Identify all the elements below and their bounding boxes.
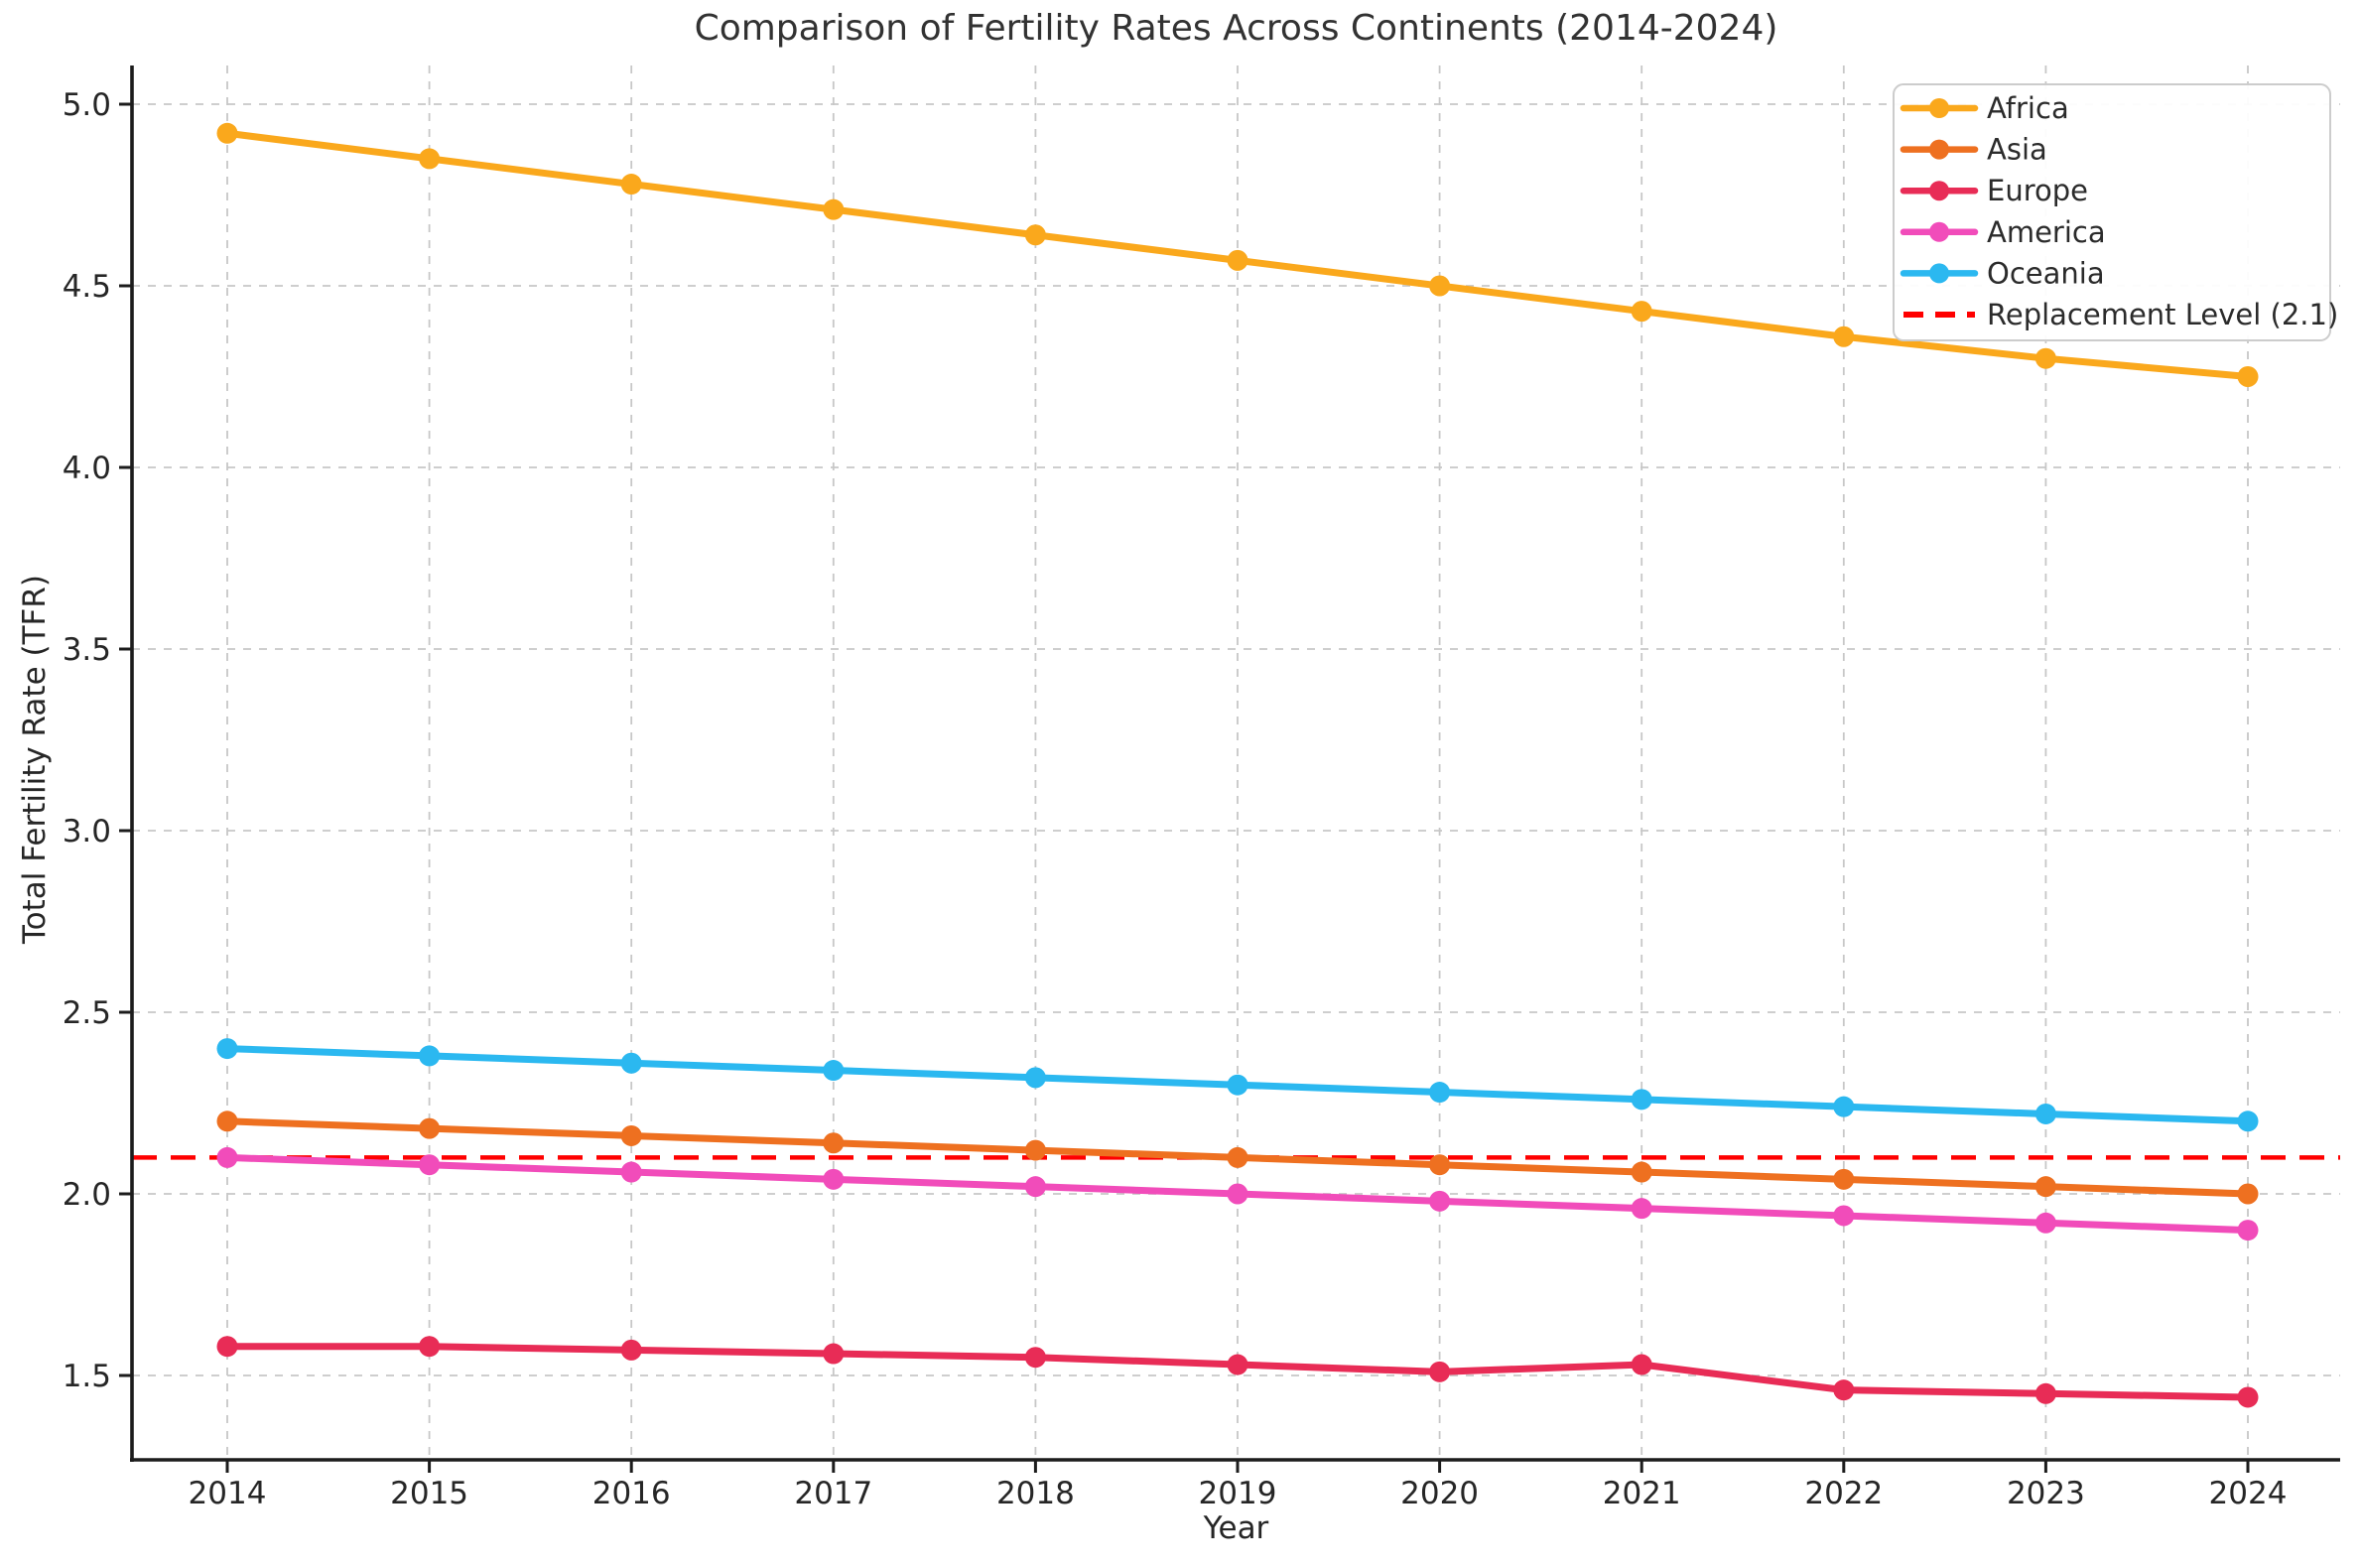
marker-europe: [620, 1339, 642, 1361]
y-tick-label: 2.0: [63, 1177, 111, 1213]
marker-europe: [1429, 1361, 1451, 1382]
marker-asia: [1833, 1168, 1855, 1190]
marker-oceania: [1227, 1074, 1248, 1096]
y-tick-label: 2.5: [63, 995, 111, 1031]
legend-marker-swatch: [1929, 221, 1949, 242]
y-tick-label: 5.0: [63, 87, 111, 123]
marker-oceania: [2237, 1111, 2259, 1132]
marker-africa: [2034, 347, 2056, 369]
legend-label: Africa: [1987, 91, 2069, 125]
marker-oceania: [216, 1038, 238, 1060]
legend-marker-swatch: [1929, 139, 1949, 160]
marker-america: [823, 1168, 845, 1190]
marker-oceania: [823, 1060, 845, 1082]
legend-label: Oceania: [1987, 256, 2105, 290]
marker-asia: [2034, 1176, 2056, 1198]
marker-africa: [216, 122, 238, 144]
x-tick-label: 2018: [996, 1476, 1075, 1511]
legend: Africa Asia Europe America Oceania Replacemen…: [1893, 83, 2338, 341]
legend-label: America: [1987, 215, 2106, 249]
x-tick-label: 2021: [1603, 1476, 1681, 1511]
x-axis-label: Year: [1203, 1510, 1269, 1546]
y-tick-label: 3.5: [63, 632, 111, 668]
marker-asia: [419, 1117, 441, 1139]
x-tick-label: 2015: [390, 1476, 468, 1511]
marker-africa: [1631, 301, 1652, 323]
legend-label: Asia: [1987, 133, 2047, 167]
legend-marker-swatch: [1929, 263, 1949, 284]
marker-asia: [2237, 1183, 2259, 1205]
marker-asia: [620, 1124, 642, 1146]
marker-europe: [1227, 1354, 1248, 1375]
marker-america: [2237, 1220, 2259, 1241]
legend-item-asia: Asia: [1900, 133, 2047, 167]
marker-oceania: [2034, 1103, 2056, 1124]
marker-oceania: [1024, 1067, 1046, 1089]
x-tick-label: 2020: [1400, 1476, 1479, 1511]
legend-box: [1893, 83, 2331, 341]
x-tick-label: 2023: [2007, 1476, 2085, 1511]
x-tick-label: 2022: [1804, 1476, 1883, 1511]
legend-item-africa: Africa: [1900, 91, 2069, 125]
marker-america: [1024, 1176, 1046, 1198]
marker-oceania: [1833, 1096, 1855, 1117]
marker-america: [2034, 1212, 2056, 1234]
x-tick-label: 2017: [794, 1476, 872, 1511]
marker-oceania: [1631, 1089, 1652, 1111]
marker-asia: [823, 1132, 845, 1154]
marker-africa: [2237, 366, 2259, 387]
marker-europe: [216, 1336, 238, 1358]
y-tick-label: 4.5: [63, 269, 111, 305]
legend-label: Europe: [1987, 174, 2088, 207]
marker-africa: [620, 174, 642, 196]
y-tick-label: 4.0: [63, 451, 111, 486]
x-tick-label: 2014: [189, 1476, 267, 1511]
marker-oceania: [1429, 1082, 1451, 1104]
x-tick-label: 2024: [2209, 1476, 2288, 1511]
marker-africa: [1833, 326, 1855, 347]
marker-europe: [419, 1336, 441, 1358]
chart-title: Comparison of Fertility Rates Across Con…: [694, 8, 1778, 49]
marker-america: [419, 1154, 441, 1176]
x-tick-label: 2016: [592, 1476, 671, 1511]
marker-america: [1631, 1198, 1652, 1220]
marker-europe: [1024, 1347, 1046, 1369]
marker-africa: [1024, 224, 1046, 246]
y-tick-label: 1.5: [63, 1359, 111, 1394]
marker-africa: [419, 148, 441, 170]
x-tick-label: 2019: [1199, 1476, 1277, 1511]
marker-asia: [216, 1111, 238, 1132]
marker-america: [216, 1146, 238, 1168]
legend-item-europe: Europe: [1900, 174, 2088, 207]
marker-america: [1429, 1190, 1451, 1212]
legend-item-america: America: [1900, 215, 2106, 249]
marker-asia: [1631, 1161, 1652, 1183]
marker-africa: [1429, 275, 1451, 297]
marker-america: [1227, 1183, 1248, 1205]
marker-europe: [2237, 1386, 2259, 1408]
marker-america: [620, 1161, 642, 1183]
marker-asia: [1429, 1154, 1451, 1176]
legend-label: Replacement Level (2.1): [1987, 298, 2338, 331]
marker-africa: [823, 198, 845, 220]
marker-oceania: [620, 1052, 642, 1074]
marker-oceania: [419, 1045, 441, 1067]
legend-marker-swatch: [1929, 98, 1949, 118]
marker-asia: [1227, 1146, 1248, 1168]
y-tick-label: 3.0: [63, 814, 111, 849]
legend-marker-swatch: [1929, 181, 1949, 201]
marker-europe: [1833, 1379, 1855, 1401]
marker-europe: [1631, 1354, 1652, 1375]
marker-europe: [823, 1343, 845, 1365]
marker-europe: [2034, 1382, 2056, 1404]
marker-asia: [1024, 1139, 1046, 1161]
marker-america: [1833, 1205, 1855, 1227]
marker-africa: [1227, 249, 1248, 271]
legend-item-replacement-level-2-1-: Replacement Level (2.1): [1903, 298, 2338, 331]
legend-item-oceania: Oceania: [1900, 256, 2105, 290]
